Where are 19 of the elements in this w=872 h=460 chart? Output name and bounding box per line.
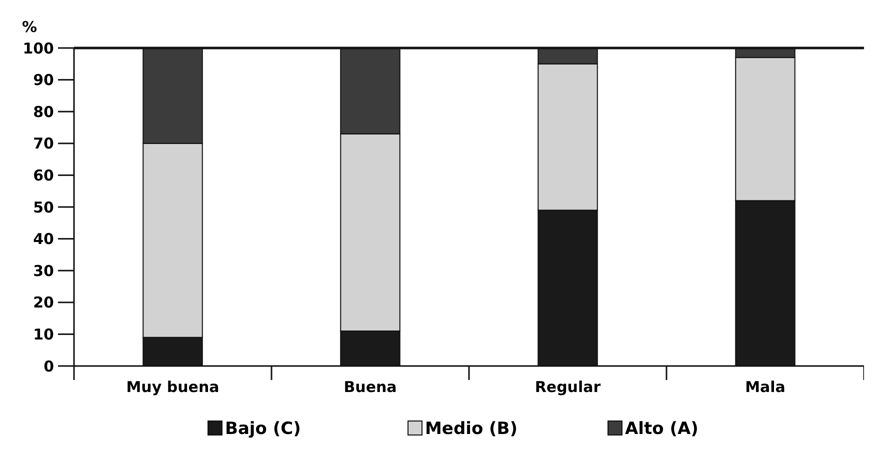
- y-tick-label: 0: [44, 357, 54, 376]
- y-axis-title: %: [22, 18, 38, 36]
- y-tick-label: 100: [22, 39, 54, 58]
- x-tick-label: Mala: [745, 378, 786, 396]
- legend-label: Medio (B): [425, 419, 518, 439]
- y-tick-label: 10: [33, 325, 54, 344]
- y-tick-label: 70: [33, 134, 54, 153]
- y-tick-label: 40: [33, 230, 54, 248]
- y-tick-label: 90: [33, 71, 54, 90]
- y-tick-label: 50: [33, 198, 54, 216]
- legend-label: Alto (A): [625, 419, 698, 439]
- x-tick-label: Muy buena: [126, 378, 220, 396]
- y-tick-label: 80: [33, 102, 54, 121]
- y-tick-label: 20: [33, 294, 54, 312]
- legend-label: Bajo (C): [225, 419, 301, 439]
- x-tick-label: Regular: [534, 378, 602, 396]
- y-tick-label: 60: [33, 166, 54, 184]
- y-tick-label: 30: [33, 262, 54, 280]
- x-tick-label: Buena: [344, 378, 397, 396]
